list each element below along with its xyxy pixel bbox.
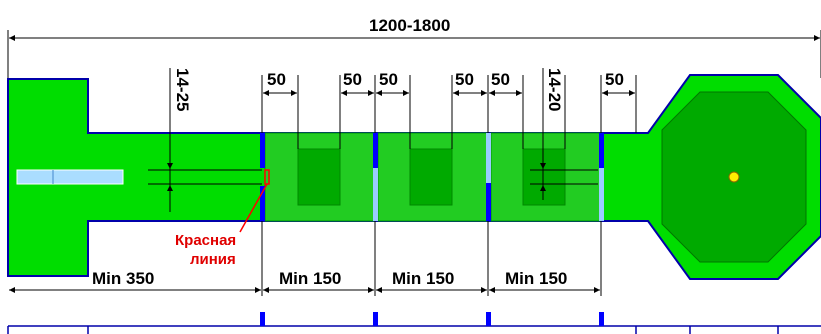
red-line-pointer [239, 183, 268, 233]
dim-50-label-2: 50 [343, 70, 362, 89]
dim-50-label-6: 50 [605, 70, 624, 89]
square-1 [297, 148, 341, 206]
gate-4-top [599, 133, 604, 168]
dim-14-20-label: 14-20 [545, 68, 564, 111]
dim-50-label-3: 50 [379, 70, 398, 89]
min-150-label-2: Min 150 [392, 269, 454, 288]
red-line-label-2: линия [190, 251, 236, 268]
dim-14-25-label: 14-25 [173, 68, 192, 111]
ext-lines [261, 75, 637, 149]
gate-2-top [373, 133, 378, 168]
min-350-label: Min 350 [92, 269, 154, 288]
bottom-strip [7, 312, 821, 334]
total-dim-label: 1200-1800 [369, 16, 450, 35]
min-150-label-1: Min 150 [279, 269, 341, 288]
gate-1-top [260, 133, 265, 168]
gate-3-bottom [486, 183, 491, 221]
start-bar [16, 169, 124, 185]
gate-3-top [486, 133, 491, 183]
center-dot [728, 171, 740, 183]
square-2 [409, 148, 453, 206]
gate-2-bottom [373, 168, 378, 221]
dim-50-label-1: 50 [267, 70, 286, 89]
gate-4-bottom [599, 168, 604, 221]
min-150-label-3: Min 150 [505, 269, 567, 288]
red-line-label-1: Красная [175, 232, 236, 249]
dim-50-label-5: 50 [491, 70, 510, 89]
gate-1-bottom [260, 186, 265, 221]
square-3 [522, 148, 566, 206]
dim-50-label-4: 50 [455, 70, 474, 89]
